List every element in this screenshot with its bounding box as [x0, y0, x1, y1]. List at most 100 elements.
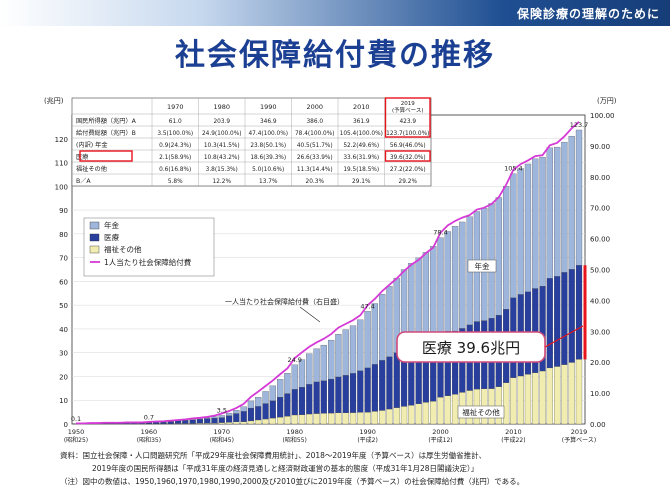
bar-welfare	[524, 374, 532, 425]
bar-pension	[320, 344, 327, 381]
table-cell: 12.2%	[213, 179, 232, 185]
x-tick-sublabel: (平成22)	[501, 436, 525, 444]
medical-callout-pointer	[544, 325, 584, 348]
bar-medical	[328, 378, 335, 414]
source-note-2: 2019年度の国民所得額は「平成31年度の経済見通しと経済財政運営の基本的態度（…	[92, 464, 479, 473]
bar-pension	[218, 415, 225, 418]
left-tick-label: 80	[59, 231, 68, 239]
bar-welfare	[510, 377, 517, 425]
bar-pension	[284, 373, 291, 394]
bar-pension	[532, 158, 539, 289]
bar-pension	[386, 286, 393, 357]
bar-medical	[393, 352, 400, 408]
legend-box	[83, 217, 215, 277]
bar-medical	[357, 370, 364, 413]
x-tick-label: 1960	[141, 428, 158, 436]
table-cell: 29.2%	[399, 179, 418, 185]
bar-pension	[524, 163, 532, 292]
bar-welfare	[218, 422, 225, 425]
bar-pension	[517, 168, 524, 295]
right-tick-label: 40.00	[590, 297, 610, 305]
bar-welfare	[320, 413, 327, 425]
table-cell: 29.1%	[352, 179, 371, 185]
table-cell: 52.2(49.6%)	[343, 143, 379, 149]
bar-pension	[502, 186, 510, 310]
bar-pension	[233, 410, 240, 414]
table-row-label: (内訳) 年金	[76, 141, 108, 149]
bar-pension	[510, 173, 517, 298]
highlight-medical-label	[79, 150, 133, 162]
table-col-header: (予算ベース)	[392, 106, 424, 114]
bar-pension	[306, 353, 313, 385]
bar-welfare	[379, 410, 386, 425]
bar-pension	[298, 359, 306, 388]
right-tick-label: 10.00	[590, 390, 610, 398]
bar-pension	[546, 147, 553, 279]
left-tick-label: 100	[55, 183, 68, 191]
x-tick-label: 1970	[214, 428, 231, 436]
legend-label: 福祉その他	[104, 244, 142, 254]
bar-medical	[167, 421, 174, 424]
bar-medical	[189, 419, 196, 424]
bar-welfare	[335, 412, 342, 425]
table-col-header: 1990	[260, 103, 277, 111]
bar-pension	[459, 221, 466, 329]
bar-welfare	[568, 362, 575, 425]
bar-pension	[335, 334, 342, 378]
bar-pension	[357, 319, 364, 371]
bar-welfare	[284, 416, 291, 425]
total-value-label: 78.4	[433, 229, 447, 237]
total-value-label: 3.5	[217, 406, 227, 414]
welfare-label: 福祉その他	[462, 407, 500, 417]
x-tick-label: 1990	[359, 428, 376, 436]
bar-medical	[546, 278, 553, 369]
x-tick-label: 2010	[505, 428, 522, 436]
bar-medical	[364, 367, 371, 413]
bar-welfare	[357, 412, 364, 425]
table-col-header: 2000	[306, 103, 323, 111]
highlight-2019-medical	[384, 150, 431, 162]
table-row-label: 給付費総額（兆円）B	[76, 129, 136, 137]
bar-medical	[196, 419, 204, 424]
total-value-label: 0.7	[144, 413, 154, 421]
total-value-label: 105.4	[504, 165, 523, 173]
table-cell: 78.4(100.0%)	[295, 131, 335, 137]
left-tick-label: 50	[59, 302, 68, 310]
table-row-label: 福祉その他	[76, 165, 107, 173]
bar-welfare	[400, 406, 408, 425]
banner-text: 保険診療の理解のために	[516, 7, 660, 21]
legend-label: 年金	[104, 220, 119, 230]
bar-medical	[211, 417, 218, 424]
top-banner: 保険診療の理解のために	[0, 0, 670, 26]
bar-welfare	[532, 372, 539, 425]
bar-medical	[240, 411, 247, 422]
bar-welfare	[349, 412, 357, 425]
bar-welfare	[561, 364, 568, 425]
bar-welfare	[386, 408, 393, 425]
per-capita-line	[76, 121, 580, 425]
left-tick-label: 110	[55, 160, 68, 168]
right-tick-label: 20.00	[590, 359, 610, 367]
source-note-1: 資料：国立社会保障・人口問題研究所「平成29年度社会保障費用統計」、2018～2…	[60, 451, 487, 460]
table-cell: 3.5(100.0%)	[157, 131, 193, 137]
welfare-label-box	[457, 405, 505, 419]
bar-pension	[371, 303, 378, 365]
bar-pension	[437, 237, 444, 335]
bar-medical	[386, 356, 393, 410]
bar-medical	[269, 400, 276, 419]
x-tick-label: 1950	[68, 428, 85, 436]
bar-welfare	[233, 421, 240, 425]
legend-swatch	[89, 221, 100, 230]
bar-pension	[211, 416, 218, 419]
table-cell: 19.5(18.5%)	[343, 167, 379, 173]
total-value-label: 47.4	[360, 302, 374, 310]
bar-medical	[342, 375, 349, 413]
legend-label: 医療	[104, 232, 119, 242]
right-tick-label: 80.00	[590, 174, 610, 182]
bar-pension	[225, 412, 233, 416]
bar-pension	[342, 329, 349, 376]
bar-medical	[349, 373, 357, 413]
bar-pension	[575, 129, 583, 266]
table-cell: 0.9(24.3%)	[159, 143, 191, 149]
bar-pension	[255, 397, 262, 407]
